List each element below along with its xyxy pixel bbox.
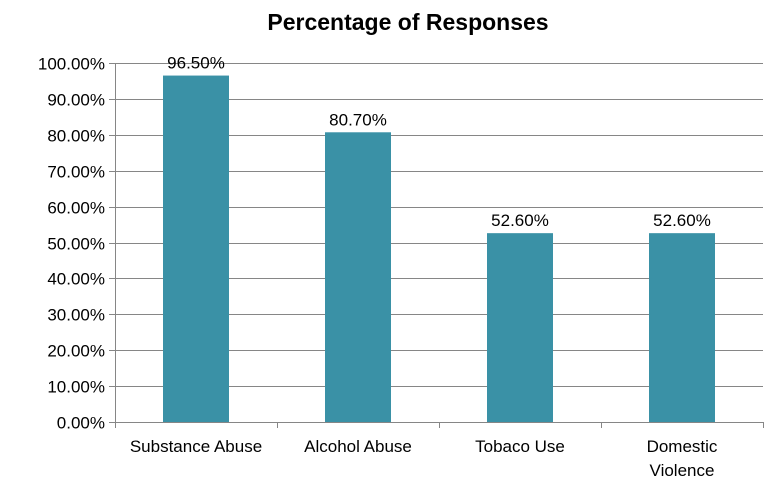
y-tick-label: 10.00% <box>47 378 105 397</box>
data-label: 52.60% <box>653 211 711 230</box>
y-tick-label: 40.00% <box>47 270 105 289</box>
data-labels: 96.50% 80.70% 52.60% 52.60% <box>167 54 711 231</box>
chart-title: Percentage of Responses <box>267 9 548 35</box>
x-tick-label: Domestic Violence <box>647 437 718 480</box>
y-tick-label: 80.00% <box>47 127 105 146</box>
y-tick-label: 30.00% <box>47 306 105 325</box>
x-tick-label: Substance Abuse <box>130 437 262 456</box>
data-label: 80.70% <box>329 110 387 129</box>
y-tick-label: 50.00% <box>47 235 105 254</box>
y-tick-label: 90.00% <box>47 91 105 110</box>
y-tick-label: 0.00% <box>57 414 105 433</box>
bars <box>163 75 715 423</box>
data-label: 96.50% <box>167 54 225 73</box>
y-axis-tick-labels: 0.00% 10.00% 20.00% 30.00% 40.00% 50.00% 60.00… <box>38 55 105 433</box>
y-tick-label: 60.00% <box>47 199 105 218</box>
axes <box>115 63 764 428</box>
y-tick-label: 70.00% <box>47 163 105 182</box>
x-tick-label: Alcohol Abuse <box>304 437 412 456</box>
y-tick-label: 100.00% <box>38 55 105 74</box>
y-tick-label: 20.00% <box>47 342 105 361</box>
x-tick-label: Tobaco Use <box>475 437 565 456</box>
x-axis-tick-labels: Substance Abuse Alcohol Abuse Tobaco Use Do… <box>130 437 718 480</box>
data-label: 52.60% <box>491 211 549 230</box>
bar <box>487 233 553 422</box>
bar <box>325 132 391 423</box>
bar <box>163 75 229 422</box>
bar <box>649 233 715 422</box>
